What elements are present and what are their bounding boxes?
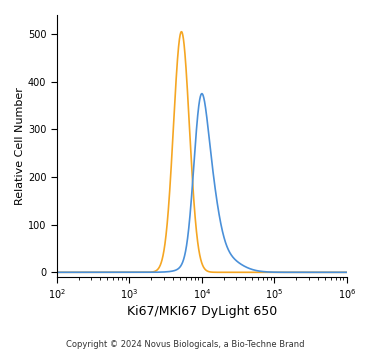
X-axis label: Ki67/MKI67 DyLight 650: Ki67/MKI67 DyLight 650 [127,305,277,318]
Text: Copyright © 2024 Novus Biologicals, a Bio-Techne Brand: Copyright © 2024 Novus Biologicals, a Bi… [66,340,305,349]
Y-axis label: Relative Cell Number: Relative Cell Number [15,87,25,205]
